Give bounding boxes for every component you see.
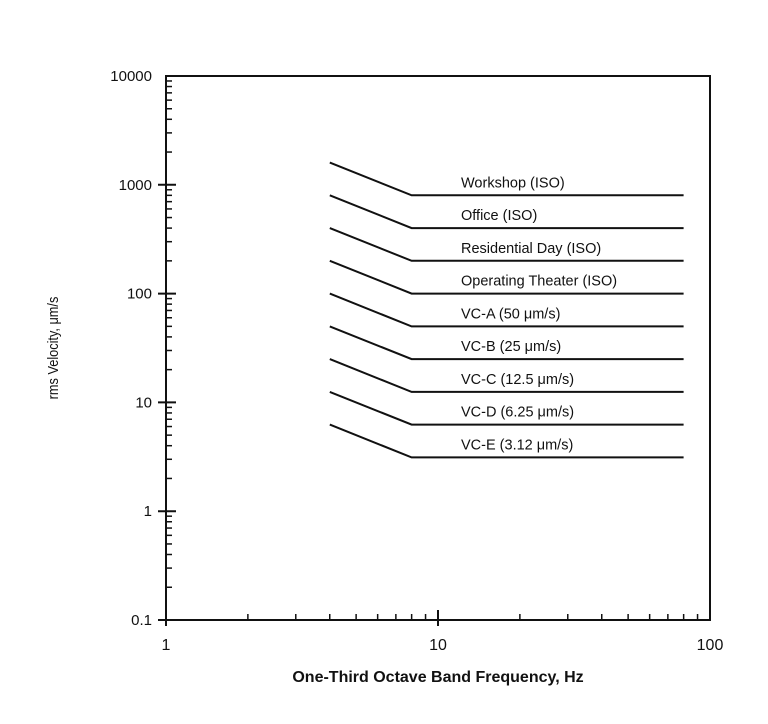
x-axis-label: One-Third Octave Band Frequency, Hz (292, 669, 583, 686)
series-label: Workshop (ISO) (461, 175, 565, 191)
y-axis-label: rms Velocity, μm/s (44, 297, 61, 400)
x-tick-label: 10 (429, 637, 447, 654)
series-line (329, 325, 684, 361)
y-tick-label: 10 (135, 394, 152, 411)
y-tick-label: 10000 (110, 68, 152, 85)
series-label: Office (ISO) (461, 208, 537, 224)
series-line (329, 161, 684, 197)
axes: 0.1 1 10 100 1000 10000 1 10 100 (110, 68, 723, 654)
y-tick-label: 0.1 (131, 612, 152, 629)
series-label: Operating Theater (ISO) (461, 274, 617, 290)
y-tick-label: 1000 (119, 177, 152, 194)
series-group: Workshop (ISO) Office (ISO) Residential Da… (329, 161, 684, 459)
series-line (329, 390, 684, 426)
plot-frame (165, 75, 711, 621)
series-line (329, 227, 684, 262)
series-label: VC-B (25 μm/s) (461, 339, 561, 355)
series-line (329, 423, 684, 459)
series-label: VC-C (12.5 μm/s) (461, 372, 574, 388)
series-label: VC-A (50 μm/s) (461, 306, 560, 322)
series-label: Residential Day (ISO) (461, 241, 601, 257)
x-tick-label: 100 (697, 637, 724, 654)
x-tick-label: 1 (162, 637, 171, 654)
series-line (329, 194, 684, 230)
series-label: VC-D (6.25 μm/s) (461, 405, 574, 421)
y-tick-label: 100 (127, 286, 152, 303)
series-label: VC-E (3.12 μm/s) (461, 437, 573, 453)
series-line (329, 259, 684, 295)
series-line (329, 292, 684, 328)
y-tick-label: 1 (144, 503, 152, 520)
series-line (329, 358, 684, 393)
